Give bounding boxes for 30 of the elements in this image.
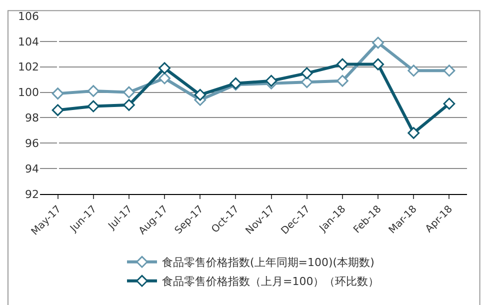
point (158, 62, 170, 74)
point (265, 74, 278, 87)
point (123, 99, 135, 111)
y-tick-label: 98 (25, 112, 39, 125)
point (336, 58, 348, 70)
point (87, 85, 100, 97)
y-tick-label: 104 (18, 35, 39, 48)
point (372, 36, 384, 49)
y-tick-label: 92 (25, 188, 39, 201)
y-tick-label: 94 (25, 162, 39, 176)
y-tick-label: 102 (18, 60, 39, 74)
point (372, 58, 384, 70)
y-tick-label: 100 (18, 86, 39, 100)
point (408, 127, 420, 139)
point (87, 100, 100, 112)
point (300, 67, 313, 80)
point (158, 72, 170, 84)
point (52, 104, 64, 116)
point (443, 64, 456, 77)
point (336, 74, 348, 87)
y-tick-label: 96 (25, 136, 39, 150)
y-tick-label: 106 (18, 10, 39, 23)
point (408, 64, 420, 77)
point (194, 88, 206, 101)
point (123, 86, 135, 98)
point (443, 98, 456, 110)
point (52, 88, 64, 100)
legend-label: 食品零售价格指数（上月=100）（环比数） (162, 275, 380, 288)
legend-label: 食品零售价格指数(上年同期=100)(本期数) (162, 256, 374, 270)
point (300, 76, 313, 88)
